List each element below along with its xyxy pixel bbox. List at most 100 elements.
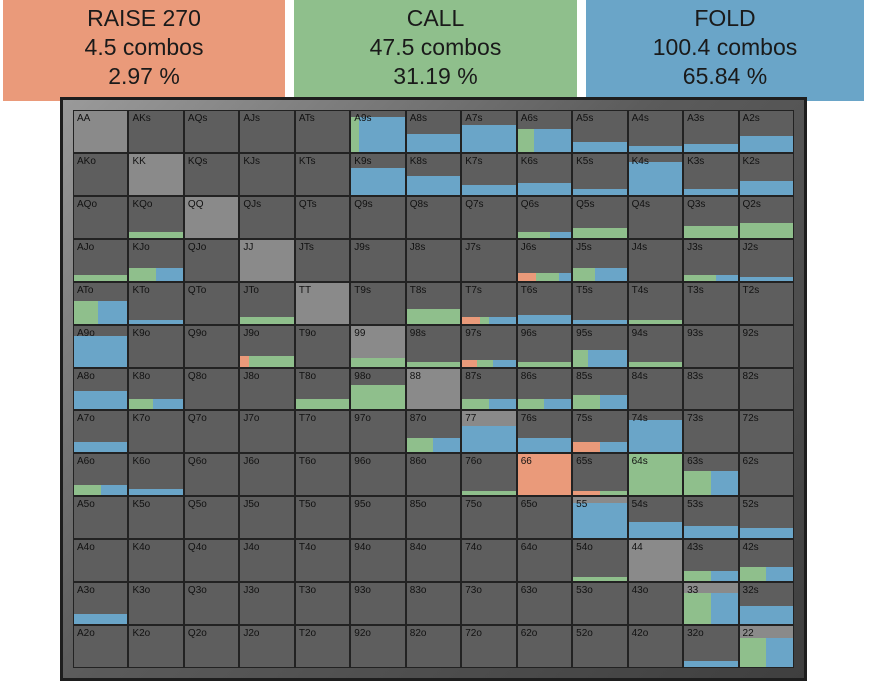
hand-cell-A2o[interactable]: A2o <box>73 625 129 668</box>
hand-cell-QTs[interactable]: QTs <box>294 195 351 239</box>
hand-cell-AA[interactable]: AA <box>73 110 129 153</box>
hand-cell-Q7s[interactable]: Q7s <box>461 195 517 239</box>
hand-cell-T2o[interactable]: T2o <box>294 625 351 668</box>
hand-cell-ATo[interactable]: ATo <box>73 281 129 325</box>
hand-cell-62o[interactable]: 62o <box>516 625 573 668</box>
hand-cell-42o[interactable]: 42o <box>627 625 684 668</box>
hand-cell-85o[interactable]: 85o <box>405 496 462 540</box>
hand-cell-Q6s[interactable]: Q6s <box>516 195 573 239</box>
hand-cell-43o[interactable]: 43o <box>627 582 684 626</box>
hand-cell-96s[interactable]: 96s <box>516 324 573 368</box>
hand-cell-74s[interactable]: 74s <box>627 410 684 454</box>
hand-cell-75s[interactable]: 75s <box>572 410 628 454</box>
hand-cell-42s[interactable]: 42s <box>738 539 794 583</box>
hand-cell-73o[interactable]: 73o <box>461 582 517 626</box>
hand-cell-95s[interactable]: 95s <box>572 324 628 368</box>
hand-cell-85s[interactable]: 85s <box>572 367 628 411</box>
hand-cell-93s[interactable]: 93s <box>683 324 739 368</box>
hand-cell-K9o[interactable]: K9o <box>128 324 184 368</box>
hand-cell-A9o[interactable]: A9o <box>73 324 129 368</box>
hand-cell-T8o[interactable]: T8o <box>294 367 351 411</box>
hand-cell-72s[interactable]: 72s <box>738 410 794 454</box>
hand-cell-J5o[interactable]: J5o <box>239 496 295 540</box>
hand-cell-63s[interactable]: 63s <box>683 453 739 497</box>
hand-cell-75o[interactable]: 75o <box>461 496 517 540</box>
hand-cell-93o[interactable]: 93o <box>350 582 406 626</box>
hand-cell-T4s[interactable]: T4s <box>627 281 684 325</box>
hand-cell-97o[interactable]: 97o <box>350 410 406 454</box>
hand-cell-87o[interactable]: 87o <box>405 410 462 454</box>
hand-cell-K3o[interactable]: K3o <box>128 582 184 626</box>
hand-cell-54o[interactable]: 54o <box>572 539 628 583</box>
hand-cell-82o[interactable]: 82o <box>405 625 462 668</box>
hand-cell-86o[interactable]: 86o <box>405 453 462 497</box>
hand-cell-T9o[interactable]: T9o <box>294 324 351 368</box>
hand-cell-83o[interactable]: 83o <box>405 582 462 626</box>
hand-cell-AQo[interactable]: AQo <box>73 195 129 239</box>
hand-cell-32s[interactable]: 32s <box>738 582 794 626</box>
hand-cell-77[interactable]: 77 <box>461 410 517 454</box>
hand-cell-Q6o[interactable]: Q6o <box>183 453 240 497</box>
hand-cell-J3s[interactable]: J3s <box>683 238 739 282</box>
hand-cell-44[interactable]: 44 <box>627 539 684 583</box>
hand-cell-A5o[interactable]: A5o <box>73 496 129 540</box>
hand-cell-K3s[interactable]: K3s <box>683 152 739 196</box>
hand-cell-96o[interactable]: 96o <box>350 453 406 497</box>
hand-cell-Q2o[interactable]: Q2o <box>183 625 240 668</box>
hand-cell-22[interactable]: 22 <box>738 625 794 668</box>
hand-cell-A7o[interactable]: A7o <box>73 410 129 454</box>
hand-cell-K5o[interactable]: K5o <box>128 496 184 540</box>
hand-cell-73s[interactable]: 73s <box>683 410 739 454</box>
hand-cell-Q5s[interactable]: Q5s <box>572 195 628 239</box>
hand-cell-K7o[interactable]: K7o <box>128 410 184 454</box>
hand-cell-T5o[interactable]: T5o <box>294 496 351 540</box>
hand-cell-94o[interactable]: 94o <box>350 539 406 583</box>
hand-cell-66[interactable]: 66 <box>516 453 573 497</box>
hand-cell-A3o[interactable]: A3o <box>73 582 129 626</box>
hand-cell-83s[interactable]: 83s <box>683 367 739 411</box>
hand-cell-A4s[interactable]: A4s <box>627 110 684 153</box>
hand-cell-54s[interactable]: 54s <box>627 496 684 540</box>
hand-cell-33[interactable]: 33 <box>683 582 739 626</box>
hand-cell-JJ[interactable]: JJ <box>239 238 295 282</box>
hand-cell-T5s[interactable]: T5s <box>572 281 628 325</box>
hand-cell-J8s[interactable]: J8s <box>405 238 462 282</box>
hand-cell-A8o[interactable]: A8o <box>73 367 129 411</box>
hand-cell-53o[interactable]: 53o <box>572 582 628 626</box>
hand-cell-K7s[interactable]: K7s <box>461 152 517 196</box>
hand-cell-55[interactable]: 55 <box>572 496 628 540</box>
hand-cell-T7s[interactable]: T7s <box>461 281 517 325</box>
hand-cell-T2s[interactable]: T2s <box>738 281 794 325</box>
hand-cell-KQs[interactable]: KQs <box>183 152 240 196</box>
hand-cell-T4o[interactable]: T4o <box>294 539 351 583</box>
hand-cell-65o[interactable]: 65o <box>516 496 573 540</box>
hand-cell-94s[interactable]: 94s <box>627 324 684 368</box>
hand-cell-98s[interactable]: 98s <box>405 324 462 368</box>
hand-cell-Q9s[interactable]: Q9s <box>350 195 406 239</box>
hand-cell-A6o[interactable]: A6o <box>73 453 129 497</box>
hand-cell-J6s[interactable]: J6s <box>516 238 573 282</box>
hand-cell-A3s[interactable]: A3s <box>683 110 739 153</box>
hand-cell-A9s[interactable]: A9s <box>350 110 406 153</box>
hand-cell-K2s[interactable]: K2s <box>738 152 794 196</box>
hand-cell-64s[interactable]: 64s <box>627 453 684 497</box>
hand-cell-T3o[interactable]: T3o <box>294 582 351 626</box>
hand-cell-A2s[interactable]: A2s <box>738 110 794 153</box>
hand-cell-98o[interactable]: 98o <box>350 367 406 411</box>
hand-cell-92o[interactable]: 92o <box>350 625 406 668</box>
hand-cell-T6o[interactable]: T6o <box>294 453 351 497</box>
hand-cell-52s[interactable]: 52s <box>738 496 794 540</box>
hand-cell-J7s[interactable]: J7s <box>461 238 517 282</box>
hand-cell-J6o[interactable]: J6o <box>239 453 295 497</box>
hand-cell-T7o[interactable]: T7o <box>294 410 351 454</box>
hand-cell-QJs[interactable]: QJs <box>239 195 295 239</box>
hand-cell-A6s[interactable]: A6s <box>516 110 573 153</box>
hand-cell-JTs[interactable]: JTs <box>294 238 351 282</box>
hand-cell-88[interactable]: 88 <box>405 367 462 411</box>
hand-cell-KTo[interactable]: KTo <box>128 281 184 325</box>
hand-cell-KK[interactable]: KK <box>128 152 184 196</box>
hand-cell-Q4o[interactable]: Q4o <box>183 539 240 583</box>
hand-cell-A5s[interactable]: A5s <box>572 110 628 153</box>
hand-cell-K4o[interactable]: K4o <box>128 539 184 583</box>
hand-cell-Q9o[interactable]: Q9o <box>183 324 240 368</box>
